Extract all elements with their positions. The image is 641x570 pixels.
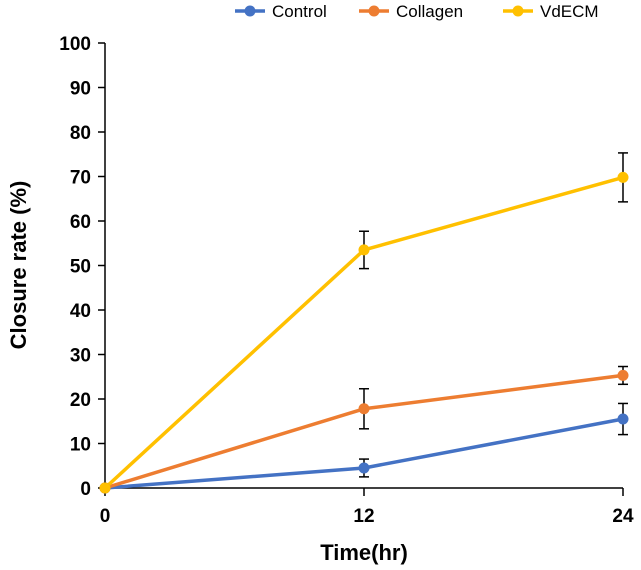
- y-axis-title: Closure rate (%): [6, 181, 31, 350]
- legend-label-control: Control: [272, 2, 327, 21]
- x-axis-title: Time(hr): [320, 540, 408, 565]
- data-point-collagen: [358, 403, 370, 415]
- y-tick-label: 20: [70, 390, 91, 411]
- legend-marker-collagen: [368, 5, 380, 17]
- series-line-vdecm: [103, 175, 624, 490]
- legend-marker-vdecm: [512, 5, 524, 17]
- y-tick-label: 50: [70, 257, 91, 278]
- data-point-collagen: [617, 369, 629, 381]
- y-tick-label: 90: [70, 79, 91, 100]
- y-tick-label: 10: [70, 435, 91, 456]
- legend: Control Collagen VdECM: [235, 2, 599, 21]
- y-tick-label: 80: [70, 123, 91, 144]
- y-tick-label: 60: [70, 212, 91, 233]
- data-point-vdecm: [358, 244, 370, 256]
- y-tick-label: 40: [70, 301, 91, 322]
- y-tick-label: 0: [80, 479, 91, 500]
- y-axis: 0 10 20 30 40 50 60 70 80 90 100: [59, 34, 106, 500]
- y-tick-label: 30: [70, 346, 91, 367]
- legend-label-collagen: Collagen: [396, 2, 463, 21]
- legend-marker-control: [244, 5, 256, 17]
- data-point-control: [617, 413, 629, 425]
- y-tick-label: 100: [59, 34, 91, 55]
- legend-label-vdecm: VdECM: [540, 2, 599, 21]
- data-point-vdecm: [99, 482, 111, 494]
- x-tick-label: 0: [100, 506, 111, 527]
- x-axis: 0 12 24: [100, 487, 634, 527]
- data-point-vdecm: [617, 171, 629, 183]
- x-tick-label: 24: [612, 506, 634, 527]
- series-layer: [99, 152, 629, 494]
- x-tick-label: 12: [353, 506, 374, 527]
- data-point-control: [358, 462, 370, 474]
- y-tick-label: 70: [70, 168, 91, 189]
